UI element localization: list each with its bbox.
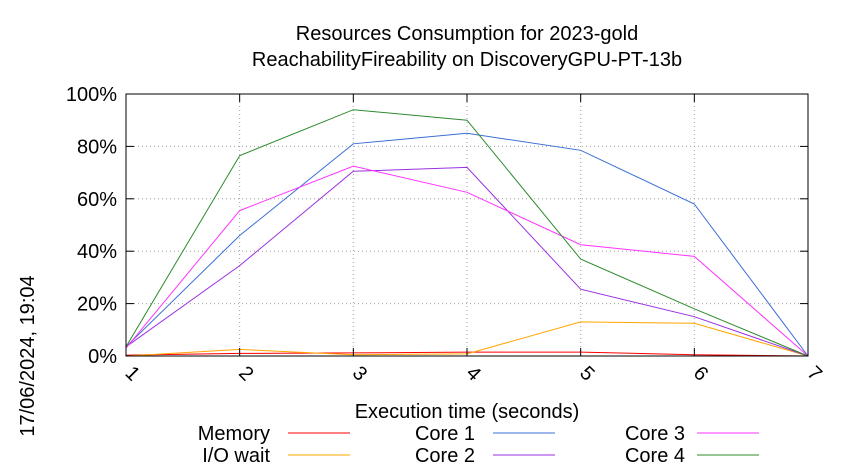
y-axis-ticks: 0% 20% 40% 60% 80% 100% [66, 84, 808, 368]
y-tick-label: 40% [77, 241, 117, 263]
x-axis-ticks: 1 2 3 4 5 6 7 [121, 94, 826, 385]
chart-subtitle: ReachabilityFireability on DiscoveryGPU-… [252, 49, 682, 71]
legend-label-core-1: Core 1 [415, 423, 475, 445]
series-line-core-2 [125, 166, 809, 357]
y-tick-label: 80% [77, 136, 117, 158]
legend-label-core-3: Core 3 [625, 423, 685, 445]
grid-lines [126, 94, 808, 356]
legend-label-memory: Memory [198, 423, 270, 445]
y-tick-label: 0% [88, 346, 117, 368]
y-tick-label: 100% [66, 84, 117, 106]
y-tick-label: 20% [77, 294, 117, 316]
series-line-core-1 [125, 132, 809, 357]
series-line-core-3 [125, 165, 809, 357]
timestamp-label: 17/06/2024, 19:04 [17, 275, 39, 436]
chart-title: Resources Consumption for 2023-gold [296, 23, 638, 45]
series-line-core-4 [125, 109, 809, 357]
x-tick-label: 3 [348, 362, 371, 385]
x-tick-label: 4 [462, 362, 485, 385]
x-tick-label: 7 [803, 362, 826, 385]
x-axis-label: Execution time (seconds) [355, 401, 580, 423]
y-tick-label: 60% [77, 189, 117, 211]
x-tick-label: 5 [575, 362, 598, 385]
x-tick-label: 2 [234, 362, 257, 385]
legend-label-core-4: Core 4 [625, 445, 685, 467]
legend-label-core-2: Core 2 [415, 445, 475, 467]
legend-label-i-o-wait: I/O wait [202, 445, 270, 467]
x-tick-label: 6 [689, 362, 712, 385]
x-tick-label: 1 [121, 362, 144, 385]
